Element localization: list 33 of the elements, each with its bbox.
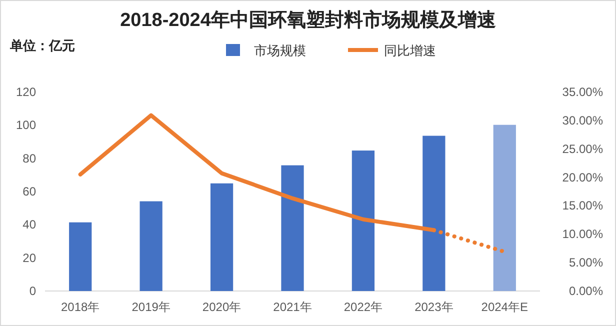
y2-tick-label: 35.00% bbox=[562, 85, 604, 99]
y-tick-label: 0 bbox=[29, 284, 36, 298]
y2-tick-label: 0.00% bbox=[568, 284, 604, 298]
bar bbox=[69, 222, 92, 291]
x-tick-label: 2020年 bbox=[202, 300, 242, 314]
y-tick-label: 20 bbox=[22, 250, 36, 265]
bar bbox=[210, 183, 234, 291]
x-tick-label: 2024年E bbox=[481, 300, 528, 314]
bar bbox=[140, 201, 162, 291]
bar bbox=[422, 136, 446, 291]
y2-tick-label: 30.00% bbox=[562, 113, 604, 128]
chart-title: 2018-2024年中国环氧塑封料市场规模及增速 bbox=[120, 9, 496, 31]
y2-tick-label: 5.00% bbox=[568, 256, 604, 270]
y2-tick-label: 15.00% bbox=[562, 198, 604, 213]
bar bbox=[493, 124, 516, 291]
text: 单位：亿元 bbox=[9, 38, 75, 53]
legend-label: 市场规模 bbox=[254, 43, 306, 58]
x-tick-label: 2022年 bbox=[344, 300, 383, 314]
x-tick-label: 2021年 bbox=[273, 300, 312, 314]
y-tick-label: 100 bbox=[16, 118, 36, 132]
y2-tick-label: 10.00% bbox=[562, 227, 604, 242]
y-tick-label: 40 bbox=[22, 218, 36, 232]
x-tick-label: 2019年 bbox=[132, 300, 170, 314]
x-tick-label: 2023年 bbox=[414, 300, 454, 314]
y-tick-label: 80 bbox=[22, 151, 36, 166]
y2-tick-label: 20.00% bbox=[562, 170, 604, 184]
y-tick-label: 60 bbox=[22, 184, 36, 198]
y-tick-label: 120 bbox=[16, 85, 36, 99]
legend-label: 同比增速 bbox=[384, 43, 436, 58]
y2-tick-label: 25.00% bbox=[562, 142, 604, 156]
bar bbox=[352, 150, 375, 291]
x-tick-label: 2018年 bbox=[61, 300, 100, 314]
bar bbox=[281, 165, 304, 291]
